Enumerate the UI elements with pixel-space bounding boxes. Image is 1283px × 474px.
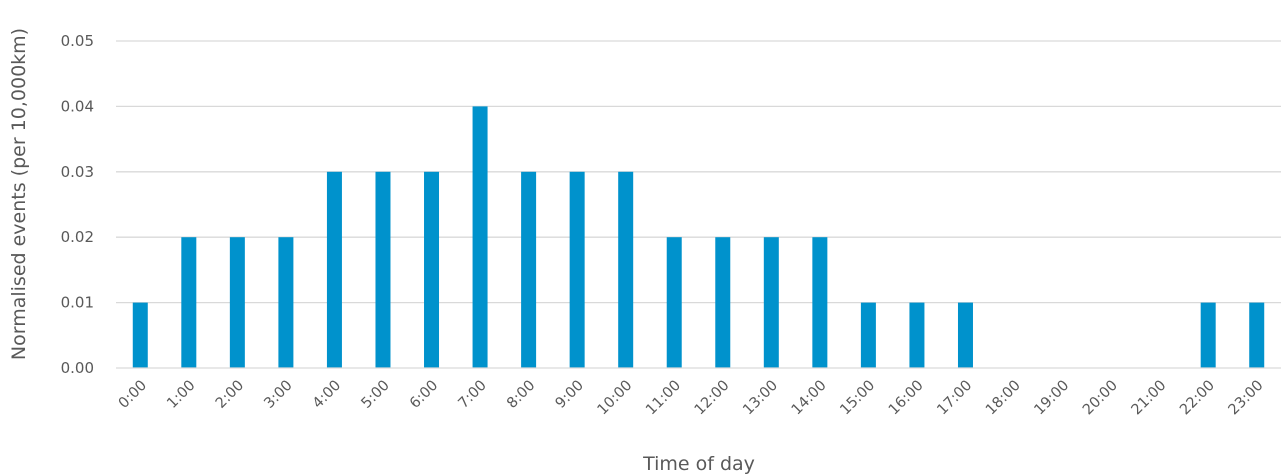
y-tick-label: 0.05 <box>61 32 94 50</box>
x-tick-label: 11:00 <box>643 378 684 419</box>
bar-22-00 <box>1200 302 1216 368</box>
y-tick-label: 0.02 <box>61 228 94 246</box>
x-tick-label: 13:00 <box>740 378 781 419</box>
bar-3-00 <box>278 237 294 368</box>
y-tick-label: 0.03 <box>61 163 94 181</box>
y-axis-title: Normalised events (per 10,000km) <box>8 28 30 360</box>
bar-2-00 <box>229 237 245 368</box>
bar-14-00 <box>812 237 828 368</box>
bar-4-00 <box>326 171 342 368</box>
bar-13-00 <box>763 237 779 368</box>
x-tick-label: 22:00 <box>1177 378 1218 419</box>
bar-7-00 <box>472 106 488 369</box>
bar-9-00 <box>569 171 585 368</box>
bar-1-00 <box>181 237 197 368</box>
bar-17-00 <box>957 302 973 368</box>
x-tick-label: 18:00 <box>983 378 1024 419</box>
x-tick-label: 21:00 <box>1129 378 1170 419</box>
x-tick-labels: 0:00 1:00 2:00 3:00 4:00 5:00 6:00 7:00 8:00 9:00… <box>116 378 1267 419</box>
bar-16-00 <box>909 302 925 368</box>
x-tick-label: 23:00 <box>1226 378 1267 419</box>
bar-6-00 <box>424 171 440 368</box>
x-tick-label: 10:00 <box>595 378 636 419</box>
x-tick-label: 19:00 <box>1032 378 1073 419</box>
y-tick-label: 0.04 <box>61 97 94 115</box>
x-tick-label: 0:00 <box>116 378 150 412</box>
y-tick-label: 0.00 <box>61 359 94 377</box>
x-tick-label: 1:00 <box>164 378 198 412</box>
bar-0-00 <box>132 302 148 368</box>
bar-10-00 <box>618 171 634 368</box>
x-tick-label: 17:00 <box>934 378 975 419</box>
x-tick-label: 16:00 <box>886 378 927 419</box>
x-tick-label: 4:00 <box>310 378 344 412</box>
x-tick-label: 20:00 <box>1080 378 1121 419</box>
bar-5-00 <box>375 171 391 368</box>
x-tick-label: 2:00 <box>213 378 247 412</box>
x-tick-label: 6:00 <box>407 378 441 412</box>
y-tick-label: 0.01 <box>61 294 94 312</box>
y-tick-labels: 0.00 0.01 0.02 0.03 0.04 0.05 <box>61 32 94 377</box>
bars <box>132 106 1265 369</box>
x-tick-label: 9:00 <box>553 378 587 412</box>
x-tick-label: 3:00 <box>261 378 295 412</box>
x-axis-title: Time of day <box>642 453 755 474</box>
x-tick-label: 5:00 <box>358 378 392 412</box>
bar-12-00 <box>715 237 731 368</box>
grid-lines <box>116 40 1281 304</box>
x-tick-label: 15:00 <box>837 378 878 419</box>
x-tick-label: 7:00 <box>456 378 490 412</box>
bar-11-00 <box>666 237 682 368</box>
bar-23-00 <box>1249 302 1265 368</box>
bar-15-00 <box>860 302 876 368</box>
bar-8-00 <box>521 171 537 368</box>
x-tick-label: 14:00 <box>789 378 830 419</box>
x-tick-label: 12:00 <box>692 378 733 419</box>
x-tick-label: 8:00 <box>504 378 538 412</box>
